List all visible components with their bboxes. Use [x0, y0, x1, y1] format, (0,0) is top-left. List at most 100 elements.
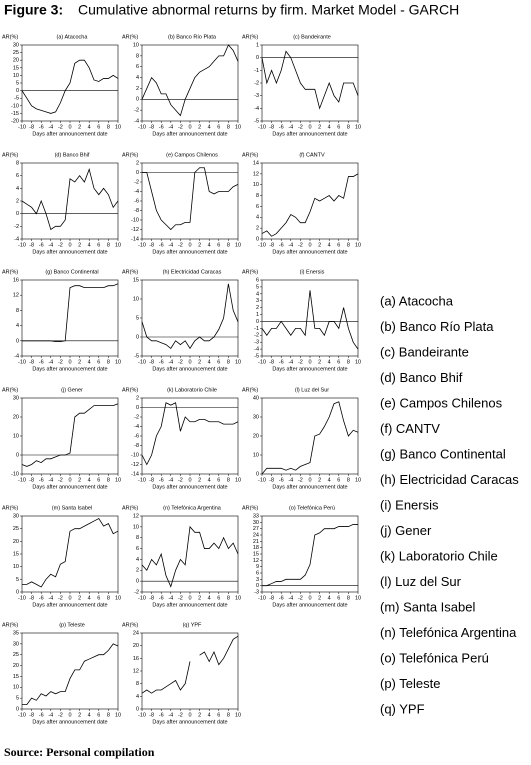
x-tick-label: -8 — [149, 242, 154, 248]
x-tick-label: -2 — [178, 359, 183, 365]
x-tick-label: -6 — [279, 359, 284, 365]
x-tick-label: 8 — [107, 359, 110, 365]
x-tick-label: -4 — [288, 124, 293, 130]
x-tick-label: -10 — [138, 242, 146, 248]
y-tick-label: 6 — [136, 64, 139, 70]
y-tick-label: 6 — [136, 546, 139, 552]
x-tick-label: -10 — [138, 359, 146, 365]
x-tick-label: 2 — [198, 359, 201, 365]
x-tick-label: -6 — [279, 242, 284, 248]
x-tick-label: 6 — [217, 242, 220, 248]
y-tick-label: 0 — [136, 405, 139, 411]
x-tick-label: 2 — [78, 124, 81, 130]
x-tick-label: -6 — [39, 242, 44, 248]
y-axis-label: AR(%) — [2, 34, 18, 40]
chart-title: (a) Atacocha — [57, 34, 89, 40]
x-tick-label: 6 — [217, 124, 220, 130]
x-tick-label: -2 — [58, 242, 63, 248]
y-tick-label: 3 — [256, 298, 259, 304]
x-tick-label: -10 — [18, 595, 26, 601]
x-tick-label: -10 — [258, 124, 266, 130]
chart-title: (m) Santa Isabel — [52, 505, 92, 511]
y-tick-label: -6 — [134, 433, 139, 439]
y-tick-label: 5 — [136, 315, 139, 321]
y-axis-label: AR(%) — [2, 387, 18, 393]
x-axis-label: Days after announcement date — [32, 249, 107, 255]
y-tick-label: 15 — [133, 277, 139, 283]
legend-entry: (l) Luz del Sur — [380, 574, 462, 589]
x-tick-label: 4 — [88, 595, 91, 601]
x-tick-label: 10 — [115, 242, 121, 248]
x-tick-label: 10 — [355, 359, 361, 365]
x-tick-label: -10 — [18, 124, 26, 130]
data-line — [22, 283, 119, 342]
x-tick-label: 0 — [68, 242, 71, 248]
data-line — [141, 402, 239, 466]
y-tick-label: -2 — [254, 80, 259, 86]
x-tick-label: -8 — [29, 595, 34, 601]
x-tick-label: 0 — [68, 124, 71, 130]
y-tick-label: -4 — [134, 424, 139, 430]
y-tick-label: 2 — [256, 305, 259, 311]
x-tick-label: -2 — [298, 242, 303, 248]
x-tick-label: -2 — [58, 712, 63, 718]
x-tick-label: -2 — [178, 242, 183, 248]
x-tick-label: 6 — [97, 595, 100, 601]
y-tick-label: 25 — [13, 50, 19, 56]
x-tick-label: 2 — [318, 359, 321, 365]
chart: AR(%) (h) Electricidad Caracas -5 0 5 10 15 -10… — [122, 269, 241, 372]
y-tick-label: 5 — [256, 284, 259, 290]
y-tick-label: 4 — [136, 694, 139, 700]
y-axis-label: AR(%) — [242, 34, 258, 40]
plot-frame — [141, 632, 239, 710]
x-tick-label: -6 — [159, 595, 164, 601]
x-tick-label: 4 — [88, 124, 91, 130]
x-axis-label: Days after announcement date — [32, 131, 107, 137]
x-tick-label: 4 — [88, 712, 91, 718]
x-tick-label: -10 — [258, 242, 266, 248]
data-line — [22, 518, 119, 588]
y-tick-label: 30 — [13, 42, 19, 48]
plot-frame — [261, 515, 359, 593]
legend-entry: (b) Banco Río Plata — [380, 319, 494, 334]
chart-title: (j) Gener — [61, 387, 83, 393]
x-tick-label: -6 — [159, 242, 164, 248]
x-axis-label: Days after announcement date — [272, 484, 347, 490]
x-tick-label: 10 — [355, 595, 361, 601]
x-tick-label: 4 — [88, 477, 91, 483]
x-tick-label: 10 — [235, 124, 241, 130]
y-tick-label: 8 — [136, 53, 139, 59]
x-tick-label: 0 — [68, 712, 71, 718]
x-tick-label: 6 — [337, 359, 340, 365]
chart: AR(%) (c) Bandeirante-5-4-3-2-101-10 -8 -6-… — [242, 34, 361, 137]
x-axis-label: Days after announcement date — [152, 249, 227, 255]
x-tick-label: 8 — [227, 124, 230, 130]
x-tick-label: 10 — [115, 595, 121, 601]
x-tick-label: -8 — [149, 595, 154, 601]
figure-label: Figure 3: — [4, 2, 63, 18]
data-line — [261, 401, 359, 475]
legend-entry: (q) YPF — [380, 701, 425, 716]
x-tick-label: 0 — [68, 595, 71, 601]
x-axis-label: Days after announcement date — [272, 366, 347, 372]
y-tick-label: -3 — [254, 589, 259, 595]
x-tick-label: 4 — [208, 242, 211, 248]
chart-title: (p) Teleste — [59, 622, 85, 628]
y-tick-label: 0 — [16, 452, 19, 458]
x-tick-label: 0 — [188, 477, 191, 483]
chart: AR(%) (n) Telefónica Argentina-2024681012… — [122, 505, 241, 608]
x-axis-label: Days after announcement date — [152, 366, 227, 372]
y-tick-label: 24 — [253, 532, 259, 538]
x-tick-label: 0 — [68, 359, 71, 365]
legend-entry: (i) Enersis — [380, 497, 439, 512]
x-axis-label: Days after announcement date — [152, 602, 227, 608]
x-tick-label: -2 — [58, 124, 63, 130]
chart-title: (f) CANTV — [299, 152, 325, 158]
x-tick-label: -8 — [29, 712, 34, 718]
y-tick-label: -2 — [14, 224, 19, 230]
y-tick-label: 2 — [136, 395, 139, 401]
chart-title: (e) Campos Chilenos — [166, 152, 218, 158]
x-tick-label: 2 — [78, 242, 81, 248]
